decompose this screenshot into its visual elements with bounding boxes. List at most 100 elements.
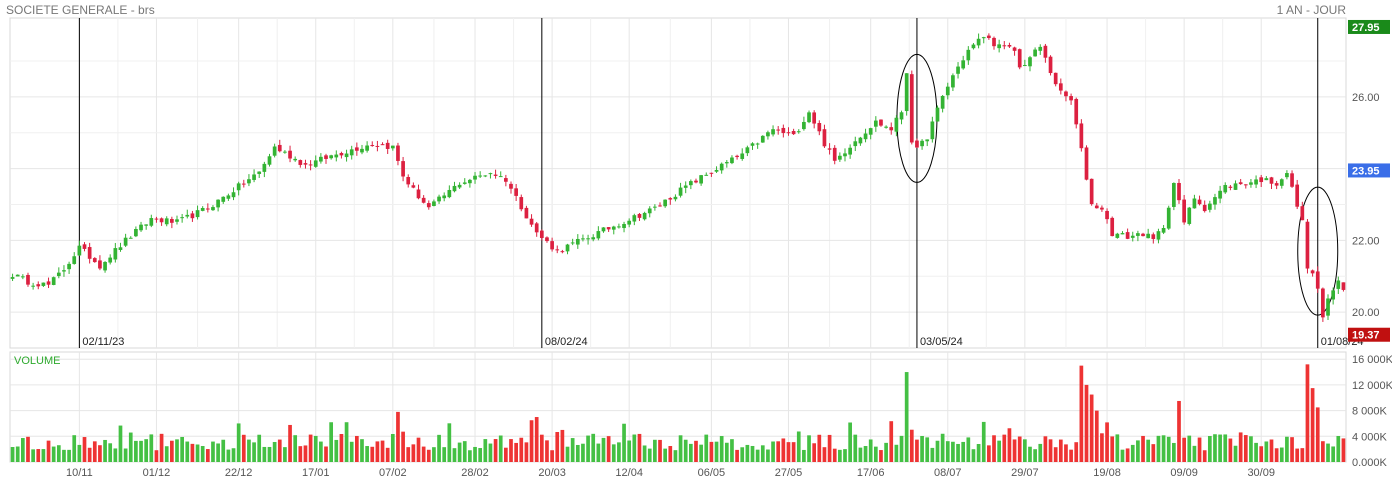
volume-bar xyxy=(447,423,452,462)
candle-body xyxy=(678,187,683,196)
volume-bar xyxy=(1069,449,1073,462)
volume-bar xyxy=(1017,436,1022,462)
volume-bar xyxy=(452,448,457,462)
x-tick-label: 01/12 xyxy=(143,467,171,479)
volume-bar xyxy=(961,441,966,462)
candle-body xyxy=(1295,184,1300,207)
price-tick-label: 22.00 xyxy=(1352,235,1380,247)
volume-bar xyxy=(144,439,149,462)
volume-bar xyxy=(26,436,30,462)
volume-bar xyxy=(812,443,817,462)
candle-body xyxy=(1264,178,1269,181)
candle-body xyxy=(1069,96,1073,101)
candle-body xyxy=(437,196,441,202)
volume-bar xyxy=(442,447,447,462)
volume-bar xyxy=(539,434,544,462)
volume-bar xyxy=(550,450,554,462)
candle-body xyxy=(134,229,138,237)
volume-bar xyxy=(288,424,292,462)
volume-bar xyxy=(1007,428,1012,462)
volume-bar xyxy=(10,447,15,462)
volume-bar xyxy=(688,443,693,462)
candle-body xyxy=(390,145,395,149)
candle-body xyxy=(406,176,411,185)
volume-bar xyxy=(1125,448,1130,462)
volume-bar xyxy=(1105,422,1109,462)
volume-bar xyxy=(113,448,118,462)
candle-body xyxy=(606,227,611,230)
volume-bar xyxy=(673,450,678,462)
candle-body xyxy=(961,60,966,69)
volume-bar xyxy=(843,449,847,462)
volume-bar xyxy=(791,442,796,462)
candle-body xyxy=(1249,182,1253,185)
volume-bar xyxy=(488,443,493,462)
candle-body xyxy=(283,151,287,153)
volume-bar xyxy=(1172,442,1176,462)
x-tick-label: 08/07 xyxy=(934,467,962,479)
volume-bar xyxy=(504,447,508,462)
candle-body xyxy=(118,247,123,250)
x-tick-label: 17/06 xyxy=(857,467,885,479)
volume-bar xyxy=(771,441,775,462)
volume-bar xyxy=(925,437,930,462)
candle-body xyxy=(103,261,107,271)
price-tag-last: 23.95 xyxy=(1352,165,1380,177)
candle-body xyxy=(1146,233,1151,239)
candle-body xyxy=(1161,227,1166,233)
volume-bar xyxy=(46,440,51,462)
candle-body xyxy=(884,126,888,128)
volume-bar xyxy=(1022,439,1027,462)
candle-body xyxy=(20,276,25,278)
candle-body xyxy=(504,178,508,182)
volume-bar xyxy=(606,436,611,462)
candle-body xyxy=(997,44,1002,49)
volume-bar xyxy=(98,445,102,462)
candle-body xyxy=(750,143,755,146)
volume-bar xyxy=(838,449,842,462)
volume-bar xyxy=(591,433,596,462)
volume-bar xyxy=(31,449,35,462)
volume-bar xyxy=(82,437,87,462)
volume-bar xyxy=(1254,442,1258,462)
volume-bar xyxy=(997,440,1002,462)
volume-bar xyxy=(1084,384,1089,462)
candle-body xyxy=(1058,83,1063,91)
volume-bar xyxy=(601,437,606,462)
volume-bar xyxy=(87,447,92,462)
candle-body xyxy=(724,162,729,164)
candle-body xyxy=(1182,199,1186,223)
candle-body xyxy=(149,218,154,226)
candle-body xyxy=(776,129,781,131)
volume-bar xyxy=(1223,434,1228,462)
candle-body xyxy=(1156,231,1161,240)
candle-body xyxy=(452,185,457,192)
candle-body xyxy=(611,226,616,230)
candle-body xyxy=(468,179,472,184)
candle-body xyxy=(1321,288,1325,318)
volume-bar xyxy=(236,423,241,462)
volume-bar xyxy=(62,449,66,462)
volume-bar xyxy=(283,447,287,462)
candle-body xyxy=(1207,203,1212,210)
volume-bar xyxy=(863,446,868,462)
candle-body xyxy=(668,198,673,200)
volume-bar xyxy=(360,439,364,462)
volume-bar xyxy=(334,439,339,462)
volume-bar xyxy=(118,425,123,462)
candle-body xyxy=(370,145,375,147)
volume-bar xyxy=(221,439,226,462)
volume-bar xyxy=(139,440,143,462)
candle-body xyxy=(575,238,580,245)
candle-body xyxy=(98,260,102,269)
candle-body xyxy=(838,155,842,160)
volume-bar xyxy=(462,441,467,462)
candle-body xyxy=(853,141,858,147)
candle-body xyxy=(144,224,149,226)
volume-bar xyxy=(92,441,97,462)
volume-bar xyxy=(899,435,904,462)
candle-body xyxy=(889,127,894,131)
volume-bar xyxy=(211,441,215,462)
volume-bar xyxy=(956,443,960,462)
volume-bar xyxy=(642,445,647,462)
